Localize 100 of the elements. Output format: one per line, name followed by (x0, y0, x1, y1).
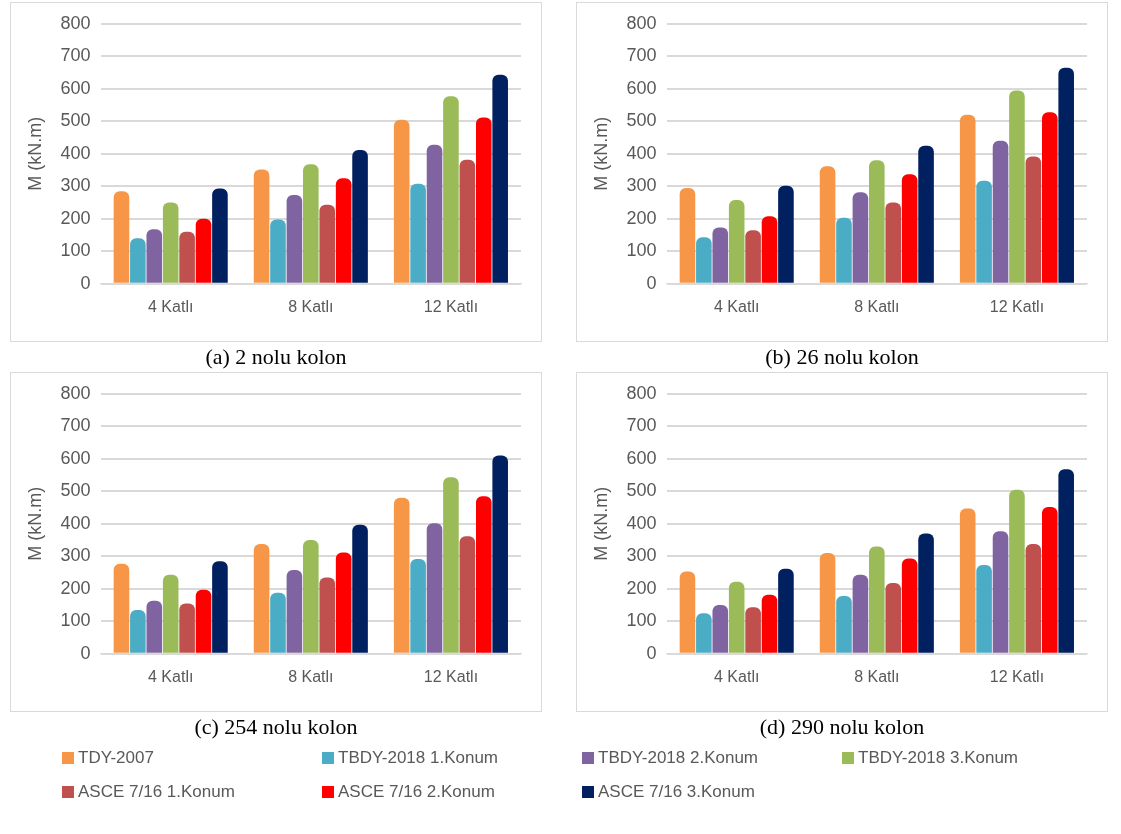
y-tick-label: 0 (646, 272, 657, 293)
bar (179, 231, 195, 283)
y-tick-label: 100 (60, 240, 91, 261)
x-tick-label: 8 Katlı (288, 297, 334, 315)
bar (885, 202, 902, 283)
bar (319, 577, 336, 653)
bar (959, 114, 976, 283)
bar (761, 216, 778, 283)
y-tick-label: 300 (626, 175, 657, 196)
bar (410, 183, 426, 283)
bar (303, 540, 319, 653)
bar (475, 496, 492, 653)
y-tick-label: 300 (60, 545, 91, 566)
y-tick-label: 500 (626, 110, 657, 131)
y-tick-label: 200 (626, 207, 657, 228)
legend-label: TBDY-2018 3.Konum (858, 748, 1019, 768)
y-tick-label: 100 (626, 610, 657, 631)
y-tick-label: 600 (626, 77, 657, 98)
text: (a) 2 nolu kolon (205, 343, 347, 371)
y-axis-title: M (kN.m) (590, 116, 611, 191)
y-tick-label: 300 (60, 175, 91, 196)
bar (270, 592, 286, 653)
bar (492, 455, 508, 653)
bar (1041, 506, 1058, 653)
bar (113, 191, 130, 283)
bar (443, 96, 459, 283)
y-tick-label: 200 (60, 577, 91, 598)
bar (852, 192, 869, 283)
y-tick-label: 500 (60, 110, 91, 131)
bar (852, 574, 869, 653)
bar (696, 613, 712, 653)
y-tick-label: 0 (646, 642, 657, 663)
text: (d) 290 nolu kolon (759, 713, 925, 741)
bar (492, 74, 508, 283)
bar (992, 140, 1009, 283)
bar (212, 561, 228, 653)
bar (976, 180, 992, 283)
bar (1009, 90, 1025, 283)
bar (459, 536, 476, 653)
bar (778, 568, 794, 653)
bar (1058, 469, 1074, 653)
bar (162, 202, 179, 283)
y-tick-label: 0 (80, 272, 91, 293)
y-tick-label: 700 (60, 45, 91, 66)
bar (901, 174, 918, 283)
bar (113, 563, 130, 653)
bar (1058, 67, 1074, 283)
bar (869, 546, 885, 653)
bar (819, 553, 836, 653)
x-tick-label: 8 Katlı (854, 667, 900, 685)
legend-label: ASCE 7/16 3.Konum (598, 782, 755, 802)
bar (885, 582, 902, 653)
bar (1025, 543, 1042, 653)
bar (212, 188, 228, 283)
y-tick-label: 600 (60, 447, 91, 468)
bar (319, 204, 336, 283)
bar (712, 605, 729, 653)
x-tick-label: 12 Katlı (989, 667, 1045, 685)
bar (1025, 156, 1042, 283)
bar (410, 558, 426, 653)
bar (253, 543, 270, 653)
bar (195, 218, 212, 283)
bar (393, 119, 410, 283)
legend-label: TDY-2007 (78, 748, 154, 768)
x-tick-label: 8 Katlı (854, 297, 900, 315)
bar (335, 178, 352, 283)
bar (761, 594, 778, 653)
y-tick-label: 0 (80, 642, 91, 663)
y-tick-label: 800 (626, 12, 657, 33)
y-tick-label: 800 (60, 382, 91, 403)
bar (992, 531, 1009, 653)
bar (728, 581, 745, 653)
legend-label: TBDY-2018 2.Konum (598, 748, 759, 768)
legend-label: ASCE 7/16 2.Konum (338, 782, 495, 802)
bar (179, 603, 195, 653)
bar (819, 166, 836, 283)
y-tick-label: 300 (626, 545, 657, 566)
bar (426, 144, 443, 283)
bar (918, 533, 934, 653)
x-tick-label: 4 Katlı (148, 297, 194, 315)
y-tick-label: 100 (626, 240, 657, 261)
y-tick-label: 400 (626, 512, 657, 533)
y-tick-label: 400 (60, 512, 91, 533)
y-tick-label: 200 (626, 577, 657, 598)
bar (443, 477, 459, 653)
bar (1041, 112, 1058, 283)
bar (270, 219, 286, 283)
y-tick-label: 400 (626, 142, 657, 163)
y-tick-label: 200 (60, 207, 91, 228)
bar (352, 149, 368, 283)
bar (1009, 489, 1025, 653)
text: (b) 26 nolu kolon (765, 343, 919, 371)
x-tick-label: 12 Katlı (423, 667, 479, 685)
y-tick-label: 100 (60, 610, 91, 631)
bar (393, 497, 410, 653)
bar (901, 558, 918, 653)
bar (918, 145, 934, 283)
bar (976, 565, 992, 653)
bar (286, 569, 303, 653)
y-tick-label: 400 (60, 142, 91, 163)
